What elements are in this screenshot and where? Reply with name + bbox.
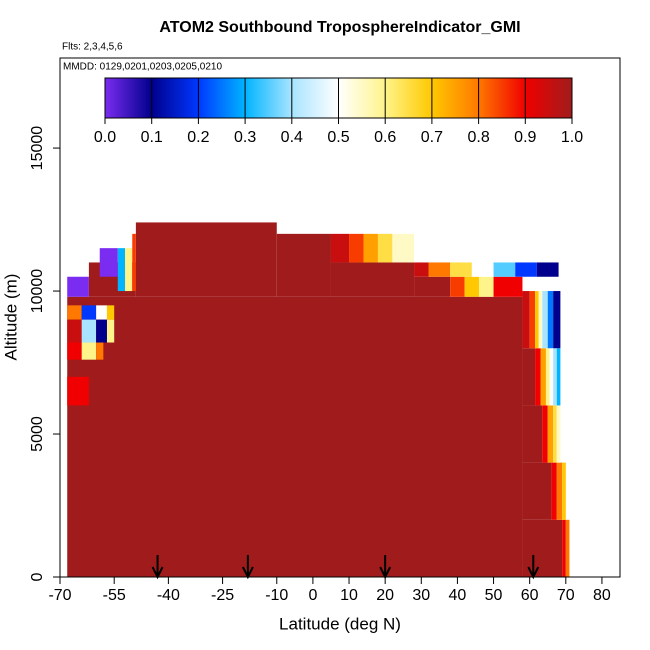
cell — [67, 319, 82, 343]
x-tick-label: 30 — [412, 587, 430, 604]
cell — [565, 519, 570, 577]
x-tick-label: 60 — [521, 587, 539, 604]
x-tick-label: 80 — [593, 587, 611, 604]
cell — [464, 276, 480, 297]
y-axis-label: Altitude (m) — [1, 274, 20, 361]
colorbar-tick-label: 0.7 — [421, 129, 443, 146]
cell — [522, 462, 552, 520]
cell — [547, 405, 554, 463]
cell — [553, 291, 561, 349]
cell — [535, 291, 539, 349]
cell — [515, 262, 537, 277]
chart-title: ATOM2 Southbound TroposphereIndicator_GM… — [159, 19, 520, 36]
cell — [542, 405, 548, 463]
cell — [67, 305, 82, 320]
x-tick-label: 20 — [376, 587, 394, 604]
cell — [562, 519, 566, 577]
colorbar-tick-label: 0.0 — [94, 129, 116, 146]
cell — [542, 291, 548, 349]
colorbar-tick-label: 0.9 — [514, 129, 536, 146]
cell — [538, 291, 543, 349]
x-tick-label: -10 — [265, 587, 288, 604]
cell — [553, 405, 557, 463]
cell — [428, 262, 451, 277]
cell — [132, 233, 136, 292]
cell — [556, 462, 563, 520]
cell — [522, 348, 536, 406]
cell — [96, 342, 104, 360]
colorbar-tick-label: 0.2 — [187, 129, 209, 146]
cell — [540, 348, 546, 406]
cell — [81, 319, 97, 343]
x-tick-label: -25 — [211, 587, 234, 604]
cell — [556, 348, 561, 406]
x-tick-label: -55 — [103, 587, 126, 604]
cell — [414, 276, 451, 297]
colorbar-tick-label: 0.1 — [141, 129, 163, 146]
x-tick-label: -70 — [48, 587, 71, 604]
cell — [493, 276, 523, 297]
x-tick-label: 10 — [340, 587, 358, 604]
cell — [549, 348, 554, 406]
cell — [96, 319, 107, 343]
cell — [330, 262, 415, 297]
cell — [471, 262, 494, 277]
cell — [349, 233, 364, 263]
cell — [493, 262, 516, 277]
cell — [556, 405, 561, 463]
cell — [536, 262, 559, 277]
x-tick-label: 70 — [557, 587, 575, 604]
x-axis-label: Latitude (deg N) — [279, 614, 401, 633]
cell — [330, 233, 350, 263]
dates-note: MMDD: 0129,0201,0203,0205,0210 — [63, 62, 222, 73]
cell — [99, 248, 118, 277]
y-tick-label: 0 — [29, 572, 46, 581]
colorbar-tick-label: 0.3 — [234, 129, 256, 146]
cell — [276, 233, 331, 297]
cell — [414, 262, 429, 277]
cell — [106, 319, 115, 343]
cell — [562, 462, 566, 520]
x-tick-label: 50 — [485, 587, 503, 604]
cell — [363, 233, 378, 263]
cell — [67, 376, 89, 406]
cell — [551, 462, 557, 520]
x-tick-label: 40 — [449, 587, 467, 604]
cell — [135, 222, 277, 297]
cell — [545, 348, 550, 406]
y-tick-label: 5000 — [29, 416, 46, 452]
cell — [125, 248, 133, 292]
cell — [529, 291, 536, 349]
colorbar-tick-label: 1.0 — [561, 129, 583, 146]
cell — [377, 233, 393, 263]
cell — [450, 262, 472, 277]
y-tick-label: 10000 — [29, 269, 46, 314]
x-tick-label: -40 — [157, 587, 180, 604]
colorbar-tick-label: 0.5 — [327, 129, 349, 146]
colorbar-tick-label: 0.4 — [281, 129, 303, 146]
cell — [67, 296, 523, 577]
cell — [535, 348, 541, 406]
cell — [117, 248, 126, 292]
cell — [81, 305, 97, 320]
cell — [553, 348, 557, 406]
x-tick-label: 0 — [308, 587, 317, 604]
cell — [81, 342, 97, 360]
cell — [522, 405, 543, 463]
colorbar-tick-label: 0.6 — [374, 129, 396, 146]
flights-note: Flts: 2,3,4,5,6 — [62, 42, 123, 53]
plot-frame — [59, 57, 621, 578]
cell — [106, 305, 115, 320]
colorbar-tick-label: 0.8 — [467, 129, 489, 146]
cell — [547, 291, 554, 349]
cell — [67, 276, 89, 297]
cell — [450, 276, 465, 297]
cell — [479, 276, 494, 297]
cell — [67, 342, 82, 360]
y-tick-label: 15000 — [29, 126, 46, 171]
cell — [522, 291, 530, 349]
cell — [392, 233, 415, 263]
cell — [96, 305, 107, 320]
